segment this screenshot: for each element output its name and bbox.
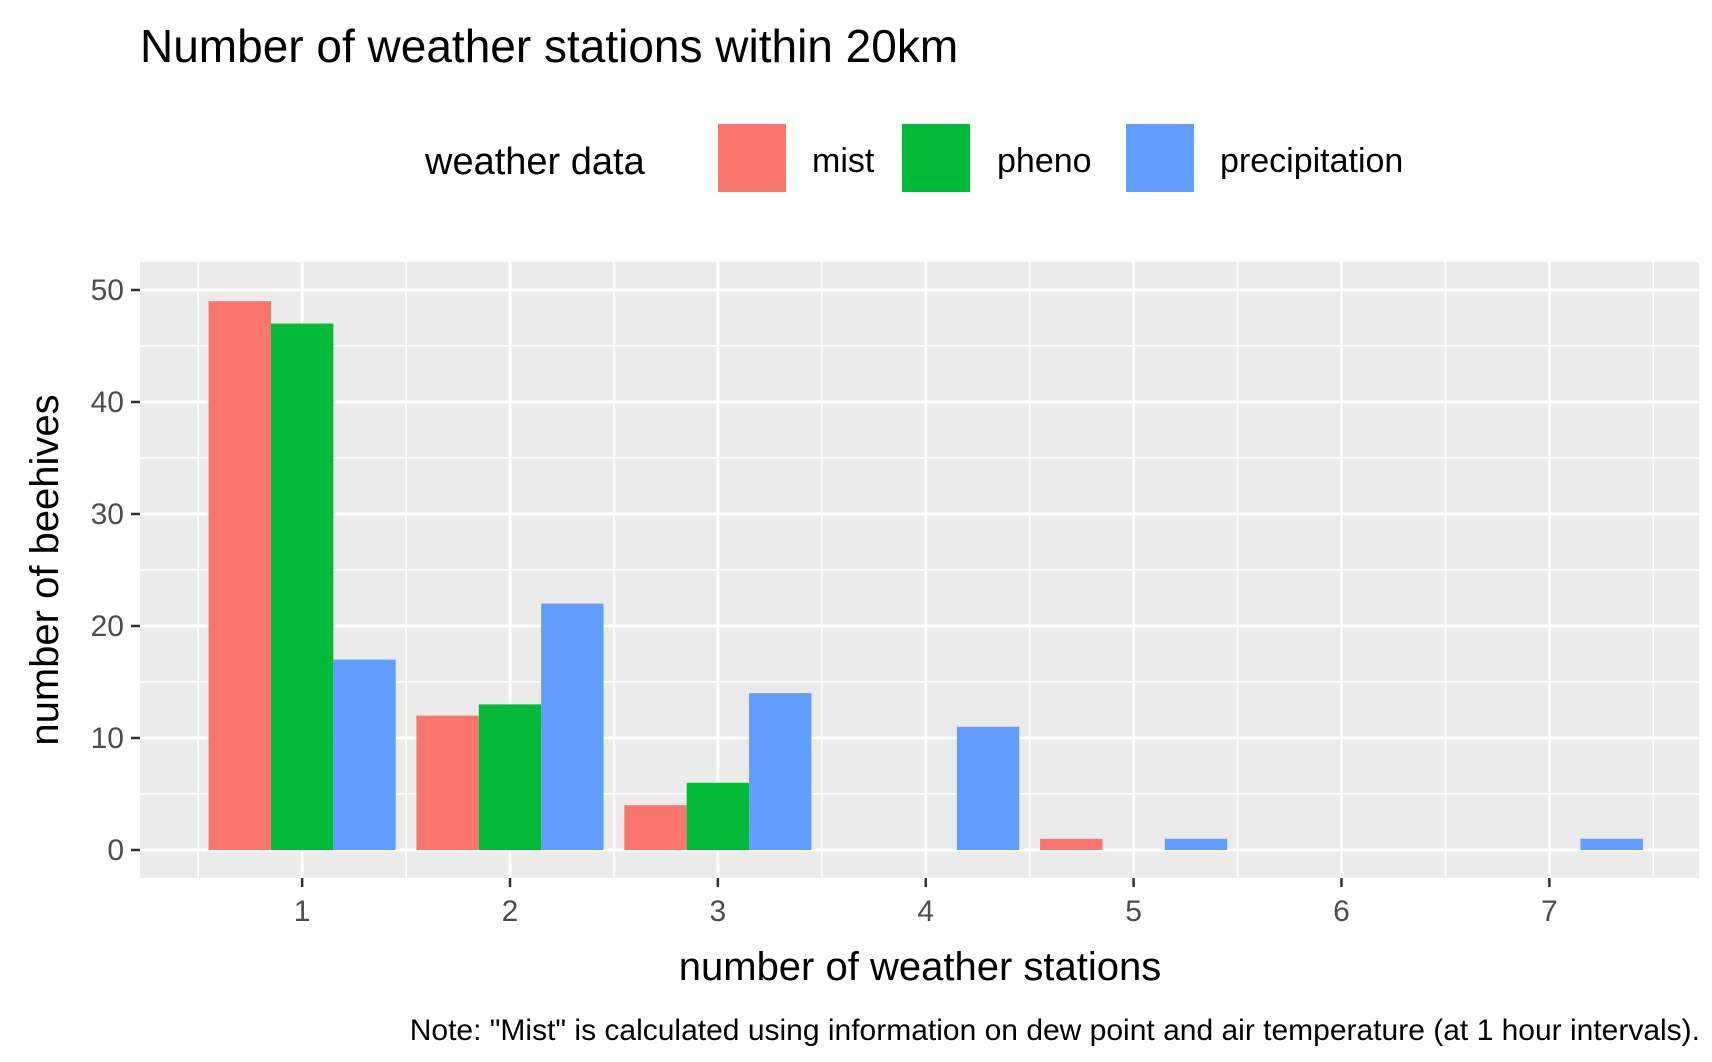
y-axis-title: number of beehives [23,394,67,745]
bar-mist-5 [1040,839,1102,850]
legend-label-pheno: pheno [997,142,1092,180]
x-tick-label: 7 [1541,895,1558,928]
x-tick-label: 6 [1333,895,1350,928]
legend-title: weather data [424,141,646,183]
bar-mist-1 [209,301,271,850]
legend-label-mist: mist [812,142,875,180]
x-tick-label: 3 [710,895,727,928]
bar-mist-3 [624,805,686,850]
y-tick-label: 10 [91,722,124,755]
chart-title: Number of weather stations within 20km [140,20,958,72]
legend-key-precipitation [1126,124,1194,192]
y-tick-label: 0 [107,834,124,867]
y-tick-label: 50 [91,274,124,307]
bar-precipitation-3 [749,693,811,850]
bar-pheno-2 [479,704,541,850]
legend-key-mist [718,124,786,192]
bar-precipitation-2 [541,604,603,850]
bar-precipitation-7 [1581,839,1643,850]
y-tick-label: 40 [91,386,124,419]
x-axis-title: number of weather stations [679,945,1161,989]
legend-key-pheno [902,124,970,192]
x-tick-label: 5 [1125,895,1142,928]
bar-precipitation-1 [333,660,395,850]
bar-precipitation-4 [957,727,1019,850]
legend-label-precipitation: precipitation [1220,142,1403,180]
bar-pheno-3 [687,783,749,850]
y-tick-label: 20 [91,610,124,643]
y-tick-label: 30 [91,498,124,531]
x-tick-label: 4 [917,895,934,928]
bar-pheno-1 [271,324,333,850]
caption-note: Note: "Mist" is calculated using informa… [410,1014,1700,1047]
bar-precipitation-5 [1165,839,1227,850]
bar-mist-2 [416,716,478,850]
x-tick-label: 2 [502,895,519,928]
x-tick-label: 1 [294,895,311,928]
